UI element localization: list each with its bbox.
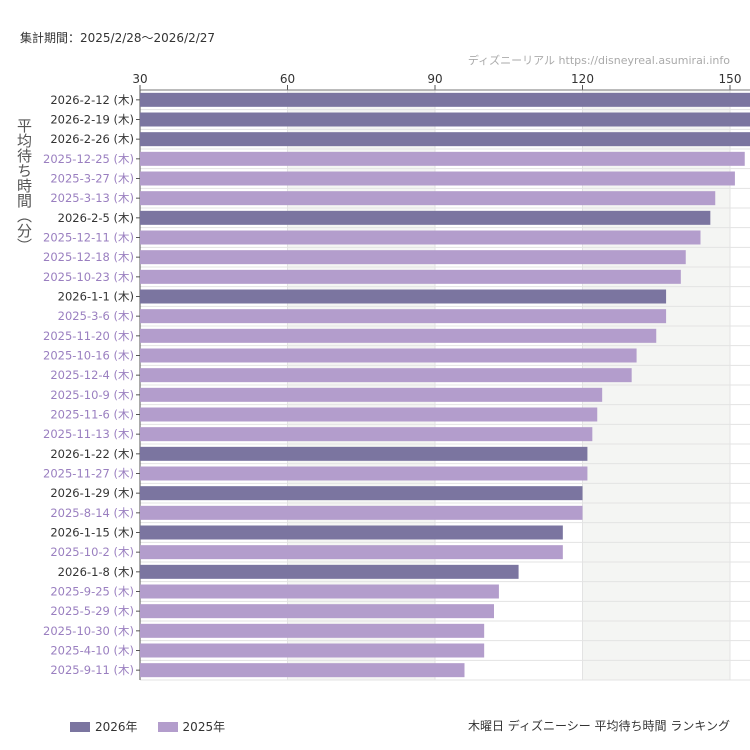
bar	[140, 289, 667, 304]
y-tick-label: 2025-11-6 (木)	[50, 408, 134, 422]
y-tick-label: 2026-1-29 (木)	[50, 486, 134, 500]
y-tick-label: 2025-10-2 (木)	[50, 545, 134, 559]
bar	[140, 427, 593, 442]
x-tick-label: 30	[132, 72, 147, 86]
y-tick-label: 2026-2-12 (木)	[50, 93, 134, 107]
legend-label-2025: 2025年	[182, 720, 226, 734]
bar	[140, 604, 494, 619]
bar	[140, 623, 485, 638]
y-tick-label: 2026-1-15 (木)	[50, 526, 134, 540]
bar	[140, 545, 563, 560]
y-tick-label: 2025-11-13 (木)	[43, 427, 134, 441]
x-tick-label: 120	[571, 72, 594, 86]
y-tick-label: 2025-12-18 (木)	[43, 250, 134, 264]
legend-item-2025[interactable]: 2025年	[157, 718, 226, 735]
bar	[140, 112, 750, 127]
y-tick-label: 2025-5-29 (木)	[50, 604, 134, 618]
y-tick-label: 2025-11-20 (木)	[43, 329, 134, 343]
legend-label-2026: 2026年	[95, 720, 138, 734]
bar	[140, 210, 711, 225]
bar	[140, 92, 750, 107]
legend-swatch-2026	[70, 721, 90, 732]
y-tick-label: 2025-8-14 (木)	[50, 506, 134, 520]
bar	[140, 643, 485, 658]
y-tick-label: 2025-4-10 (木)	[50, 644, 134, 658]
bar	[140, 407, 598, 422]
bar	[140, 486, 583, 501]
y-tick-label: 2026-1-1 (木)	[58, 290, 134, 304]
bar	[140, 132, 750, 147]
bar	[140, 250, 686, 265]
y-tick-label: 2025-10-23 (木)	[43, 270, 134, 284]
y-tick-label: 2025-3-13 (木)	[50, 191, 134, 205]
bar	[140, 387, 603, 402]
y-tick-label: 2025-3-6 (木)	[58, 309, 134, 323]
y-tick-label: 2026-2-19 (木)	[50, 113, 134, 127]
y-tick-label: 2025-9-25 (木)	[50, 585, 134, 599]
y-tick-label: 2026-2-26 (木)	[50, 132, 134, 146]
bar	[140, 663, 465, 678]
y-tick-label: 2025-9-11 (木)	[50, 663, 134, 677]
y-tick-label: 2025-12-25 (木)	[43, 152, 134, 166]
x-tick-label: 60	[280, 72, 295, 86]
x-tick-label: 90	[427, 72, 442, 86]
x-tick-label: 150	[719, 72, 742, 86]
bar	[140, 309, 667, 324]
bar	[140, 564, 519, 579]
bar	[140, 525, 563, 540]
y-axis-label: 平均待ち時間（分）	[15, 118, 33, 253]
bar	[140, 151, 745, 166]
bar	[140, 230, 701, 245]
bar-chart: 30 60 90 120 150 2026-2-12 (木) 2026-2-19 (木) 20…	[43, 72, 750, 681]
y-tick-label: 2025-10-9 (木)	[50, 388, 134, 402]
bar	[140, 466, 588, 481]
chart-caption: 木曜日 ディズニーシー 平均待ち時間 ランキング	[467, 719, 730, 733]
y-tick-label: 2026-1-8 (木)	[58, 565, 134, 579]
bar	[140, 171, 735, 186]
y-tick-label: 2025-12-11 (木)	[43, 231, 134, 245]
aggregation-period: 集計期間：2025/2/28〜2026/2/27	[20, 31, 216, 45]
bar	[140, 584, 499, 599]
y-tick-label: 2026-2-5 (木)	[58, 211, 134, 225]
bar	[140, 191, 716, 206]
bar	[140, 368, 632, 383]
y-tick-label: 2025-11-27 (木)	[43, 467, 134, 481]
y-tick-label: 2025-3-27 (木)	[50, 172, 134, 186]
legend: 2026年 2025年	[70, 718, 225, 735]
legend-item-2026[interactable]: 2026年	[70, 718, 138, 735]
bar	[140, 328, 657, 343]
y-tick-label: 2025-12-4 (木)	[50, 368, 134, 382]
bar	[140, 446, 588, 461]
site-credit: ディズニーリアル https://disneyreal.asumirai.inf…	[467, 54, 730, 67]
y-tick-label: 2025-10-30 (木)	[43, 624, 134, 638]
bar	[140, 269, 681, 284]
bar	[140, 348, 637, 363]
y-tick-label: 2025-10-16 (木)	[43, 349, 134, 363]
bar	[140, 505, 583, 520]
legend-swatch-2025	[157, 721, 178, 732]
y-tick-label: 2026-1-22 (木)	[50, 447, 134, 461]
